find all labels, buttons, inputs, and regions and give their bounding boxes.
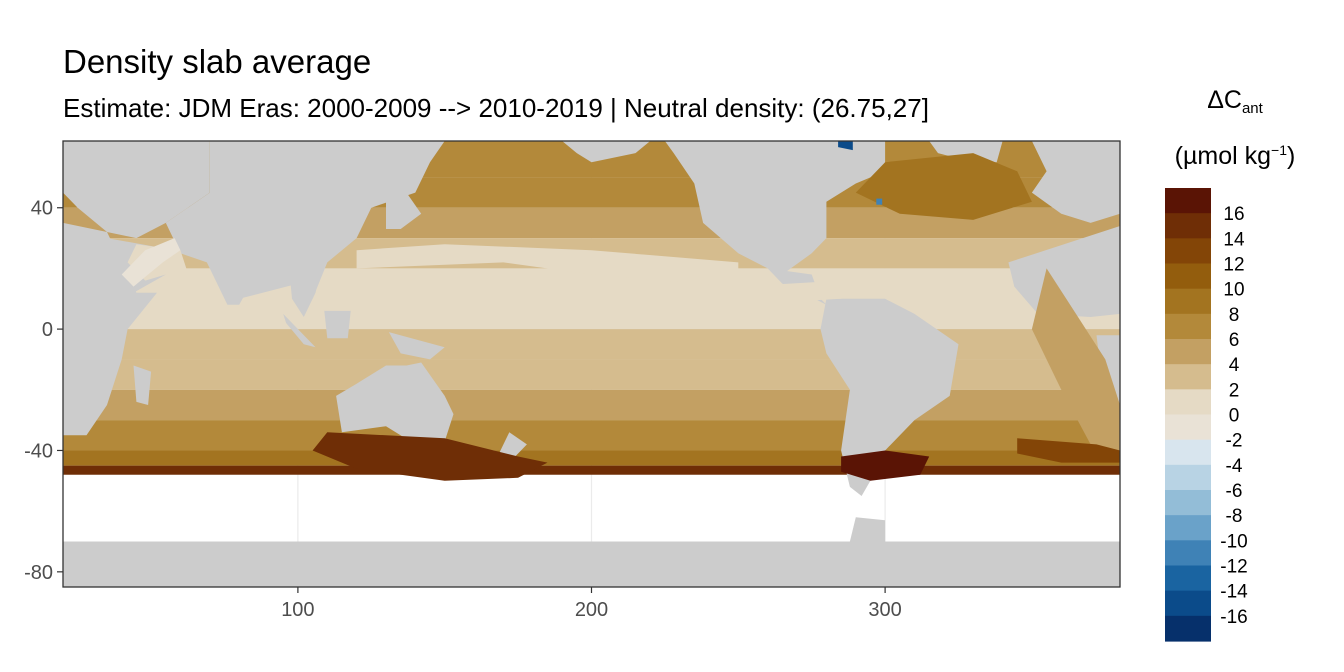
eastern-pacific-low-zone bbox=[738, 280, 842, 305]
ocean-band-7 bbox=[63, 389, 1120, 421]
plot-subtitle: Estimate: JDM Eras: 2000-2009 --> 2010-2… bbox=[63, 93, 929, 123]
land-new-guinea bbox=[388, 332, 445, 360]
colorbar-label-11: -6 bbox=[1226, 481, 1243, 502]
land-alaska bbox=[562, 141, 651, 163]
land-madagascar bbox=[133, 365, 152, 405]
colorbar-label-1: 14 bbox=[1223, 229, 1245, 250]
colorbar-swatch-8 bbox=[1165, 389, 1211, 416]
x-tick-label-200: 200 bbox=[575, 599, 608, 621]
colorbar-swatch-12 bbox=[1165, 490, 1211, 516]
labrador-minimum bbox=[838, 141, 853, 151]
land-indonesia-sumatra bbox=[283, 313, 316, 348]
land-mask bbox=[63, 141, 1120, 587]
colorbar-swatch-10 bbox=[1165, 439, 1211, 466]
colorbar-swatch-9 bbox=[1165, 414, 1211, 441]
south-atlantic-maximum bbox=[841, 450, 930, 481]
colorbar-label-10: -4 bbox=[1226, 456, 1243, 477]
colorbar-swatch-14 bbox=[1165, 540, 1211, 567]
colorbar-label-12: -8 bbox=[1226, 506, 1243, 527]
colorbar-swatch-0 bbox=[1165, 188, 1211, 214]
ocean-band-5 bbox=[63, 329, 1120, 360]
x-tick-label-300: 300 bbox=[868, 599, 901, 621]
land-india bbox=[203, 256, 263, 305]
red-sea-blue-zone bbox=[121, 238, 181, 287]
ocean-band-6 bbox=[63, 359, 1120, 390]
colorbar-swatch-6 bbox=[1165, 339, 1211, 365]
land-borneo bbox=[324, 310, 351, 339]
land-antarctica bbox=[63, 541, 1120, 587]
x-tick-label-100: 100 bbox=[281, 599, 314, 621]
south-indian-high bbox=[1017, 438, 1120, 463]
legend-title-unit: (µmol kg−1) bbox=[1174, 142, 1296, 170]
colorbar-swatch-3 bbox=[1165, 263, 1211, 290]
southern-pacific-maximum bbox=[312, 432, 548, 481]
land-southeast-asia bbox=[289, 262, 322, 317]
colorbar-label-8: 0 bbox=[1229, 406, 1240, 427]
colorbar-swatch-7 bbox=[1165, 364, 1211, 390]
colorbar-label-6: 4 bbox=[1229, 355, 1240, 376]
colorbar-label-9: -2 bbox=[1226, 431, 1243, 452]
land-greenland-iceland bbox=[929, 141, 1003, 163]
labrador-minimum-2 bbox=[876, 198, 883, 205]
land-australia bbox=[336, 362, 454, 445]
colorbar-legend: 16 14 12 10 8 6 4 2 0 -2 -4 -6 -8 -10 -12 -14 -16 bbox=[1165, 188, 1248, 642]
colorbar-swatch-11 bbox=[1165, 464, 1211, 491]
east-atlantic-zone bbox=[1031, 268, 1120, 451]
ocean-band-9 bbox=[63, 450, 1120, 466]
land-west-africa bbox=[1008, 226, 1120, 317]
pacific-low-zone bbox=[356, 244, 739, 287]
colorbar-label-2: 12 bbox=[1223, 255, 1244, 276]
colorbar-swatch-17 bbox=[1165, 615, 1211, 642]
land-japan bbox=[386, 192, 422, 229]
land-eurasia-west bbox=[63, 141, 210, 239]
colorbar-label-15: -14 bbox=[1220, 582, 1248, 603]
land-north-america bbox=[664, 141, 886, 275]
map-panel bbox=[63, 141, 1120, 587]
y-tick-label--80: -80 bbox=[24, 562, 53, 584]
colorbar-label-16: -16 bbox=[1220, 607, 1247, 628]
north-atlantic-high bbox=[855, 153, 1032, 220]
colorbar-label-0: 16 bbox=[1223, 204, 1244, 225]
land-europe bbox=[1031, 141, 1120, 223]
colorbar-swatch-5 bbox=[1165, 313, 1211, 340]
y-tick-label--40: -40 bbox=[24, 440, 53, 462]
colorbar-label-13: -10 bbox=[1220, 531, 1247, 552]
colorbar-label-14: -12 bbox=[1220, 557, 1247, 578]
colorbar-label-7: 2 bbox=[1229, 380, 1240, 401]
land-south-america bbox=[820, 298, 959, 496]
colorbar-swatch-1 bbox=[1165, 213, 1211, 239]
colorbar-label-3: 10 bbox=[1223, 280, 1244, 301]
y-tick-label-40: 40 bbox=[31, 198, 53, 220]
colorbar-swatch-4 bbox=[1165, 288, 1211, 315]
land-africa bbox=[63, 222, 157, 436]
colorbar-swatch-13 bbox=[1165, 515, 1211, 541]
ocean-band-8 bbox=[63, 420, 1120, 451]
land-eurasia-east bbox=[165, 141, 445, 299]
colorbar-swatch-15 bbox=[1165, 565, 1211, 592]
colorbar-label-5: 6 bbox=[1229, 330, 1240, 351]
land-antarctic-peninsula bbox=[849, 517, 886, 542]
colorbar-label-4: 8 bbox=[1229, 305, 1240, 326]
ocean-band-10 bbox=[63, 465, 1120, 475]
y-tick-label-0: 0 bbox=[42, 319, 53, 341]
colorbar-swatch-2 bbox=[1165, 238, 1211, 265]
colorbar-swatch-16 bbox=[1165, 590, 1211, 617]
plot-title: Density slab average bbox=[63, 43, 372, 80]
ocean-features bbox=[121, 141, 1120, 481]
legend-title-symbol: ΔCant bbox=[1207, 86, 1263, 117]
land-china-coast bbox=[327, 147, 386, 172]
